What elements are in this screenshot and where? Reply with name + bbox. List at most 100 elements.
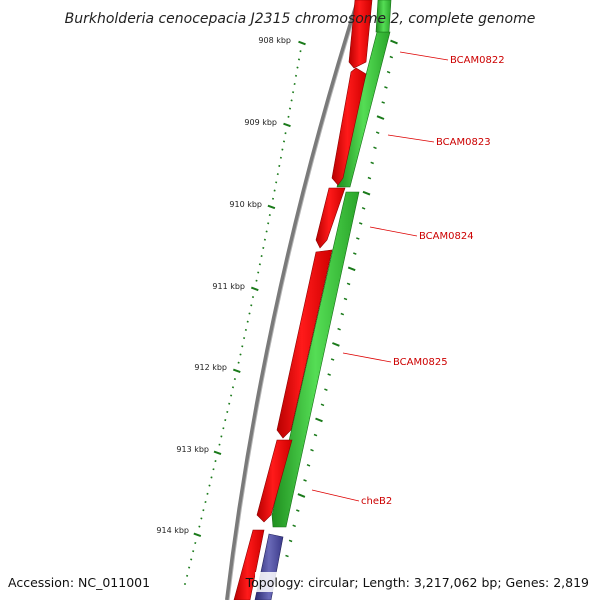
minor-tick	[192, 550, 195, 553]
minor-tick	[188, 566, 191, 569]
inner-tick	[313, 433, 318, 437]
minor-tick	[281, 148, 284, 151]
minor-tick	[233, 378, 236, 381]
gene-label-group: BCAM0822 BCAM0823 BCAM0824 BCAM0825 cheB…	[361, 55, 505, 507]
minor-tick	[248, 312, 251, 315]
backbone-group	[225, 0, 361, 600]
gene-label[interactable]: BCAM0823	[436, 137, 491, 148]
inner-tick	[362, 190, 371, 196]
inner-tick	[340, 312, 345, 316]
minor-tick	[251, 296, 255, 299]
inner-tick	[373, 146, 377, 150]
inner-tick	[367, 176, 372, 180]
inner-tick	[327, 373, 331, 376]
leader-line-group	[311, 51, 449, 502]
gene-arrow	[256, 439, 293, 523]
major-tick	[298, 40, 306, 46]
minor-tick	[220, 435, 223, 438]
minor-tick	[297, 58, 301, 61]
inner-tick	[386, 70, 391, 74]
inner-tick	[389, 55, 394, 59]
gene-arrow	[276, 249, 333, 439]
major-tick	[213, 450, 222, 456]
minor-tick	[275, 181, 278, 184]
minor-tick	[287, 115, 290, 118]
kbp-label: 909 kbp	[244, 118, 277, 127]
backbone-arc-highlight	[228, 0, 361, 600]
minor-tick	[299, 50, 302, 53]
inner-tick	[297, 493, 306, 498]
gene-label[interactable]: BCAM0824	[419, 231, 474, 242]
minor-tick	[231, 386, 235, 389]
minor-tick	[290, 99, 293, 102]
minor-tick	[246, 320, 249, 323]
forward-strand-track	[233, 0, 373, 600]
inner-tick	[384, 86, 388, 89]
leader-line	[369, 226, 418, 237]
gene-label[interactable]: BCAM0825	[393, 357, 448, 368]
footer-backdrop	[255, 572, 595, 592]
minor-tick	[267, 222, 270, 225]
inner-tick	[381, 101, 385, 104]
minor-tick	[273, 189, 276, 192]
minor-tick	[212, 468, 215, 471]
accession-text: Accession: NC_011001	[8, 575, 150, 590]
backbone-arc	[225, 0, 360, 600]
minor-tick	[239, 353, 242, 356]
inner-tick	[347, 266, 356, 272]
minor-tick	[288, 107, 292, 110]
major-tick	[250, 286, 259, 292]
minor-tick	[202, 509, 205, 512]
gene-arrow	[348, 0, 373, 69]
gene-arrow	[375, 0, 392, 33]
inner-tick	[292, 524, 296, 528]
inner-tick	[330, 358, 335, 361]
minor-tick	[230, 394, 233, 397]
gene-label[interactable]: BCAM0822	[450, 55, 505, 66]
gene-label[interactable]: cheB2	[361, 496, 392, 507]
major-tick	[232, 368, 241, 374]
minor-tick	[258, 263, 261, 266]
inner-tick	[353, 252, 357, 255]
gene-arrow	[331, 67, 367, 186]
minor-tick	[293, 82, 296, 86]
gene-arrow	[315, 187, 346, 249]
kbp-label: 908 kbp	[258, 36, 291, 45]
map-title: Burkholderia cenocepacia J2315 chromosom…	[65, 11, 536, 27]
kbp-ruler	[183, 40, 306, 586]
minor-tick	[260, 255, 263, 258]
major-tick	[283, 122, 291, 128]
minor-tick	[278, 164, 281, 167]
minor-tick	[183, 582, 187, 586]
minor-tick	[198, 525, 201, 528]
inner-tick	[310, 448, 314, 452]
leader-line	[342, 352, 392, 363]
major-tick	[193, 532, 202, 538]
inner-tick	[306, 464, 311, 467]
minor-tick	[208, 484, 211, 487]
kbp-label: 912 kbp	[194, 363, 227, 372]
inner-tick	[320, 403, 325, 407]
inner-tick	[361, 207, 366, 210]
minor-tick	[244, 328, 247, 331]
inner-tick	[376, 115, 385, 120]
minor-tick	[224, 419, 227, 422]
minor-tick	[263, 238, 266, 241]
inner-tick	[375, 131, 380, 134]
minor-tick	[250, 304, 253, 307]
inner-tick	[358, 222, 363, 225]
inner-tick	[346, 282, 351, 286]
minor-tick	[237, 361, 240, 364]
topology-text: Topology: circular; Length: 3,217,062 bp…	[245, 575, 589, 590]
minor-tick	[279, 156, 282, 159]
leader-line	[399, 51, 449, 61]
inner-tick	[303, 479, 307, 482]
inner-tick-row	[285, 39, 398, 558]
minor-tick	[265, 230, 268, 233]
inner-tick	[315, 417, 323, 423]
inner-tick	[370, 161, 374, 165]
minor-tick	[257, 271, 260, 274]
minor-tick	[190, 558, 193, 561]
minor-tick	[186, 574, 189, 577]
minor-tick	[292, 91, 295, 94]
